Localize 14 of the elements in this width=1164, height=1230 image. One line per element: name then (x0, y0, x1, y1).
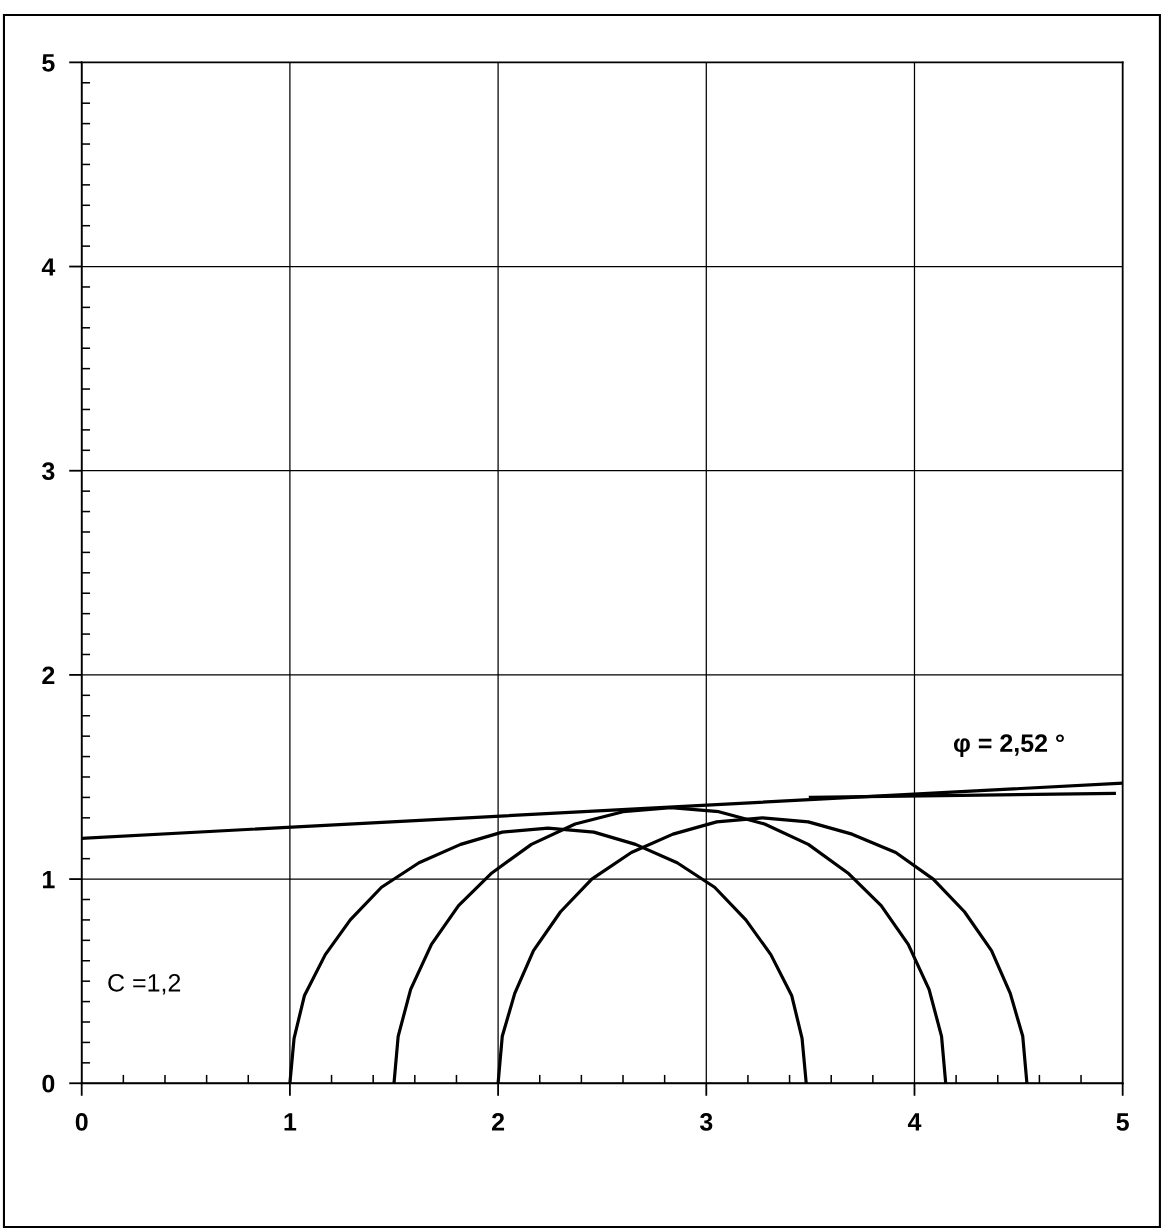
y-tick-label: 5 (42, 54, 55, 72)
x-tick-label: 0 (75, 1113, 88, 1131)
x-tick-label: 2 (492, 1113, 505, 1131)
x-tick-label: 4 (907, 1113, 922, 1131)
y-tick-label: 2 (42, 666, 55, 684)
x-tick-label: 3 (699, 1113, 713, 1131)
y-tick-label: 4 (41, 258, 56, 276)
y-tick-label: 0 (42, 1074, 55, 1093)
y-tick-label: 1 (43, 870, 55, 889)
x-tick-label: 1 (284, 1113, 297, 1131)
annotation: C =1,2 (108, 973, 181, 995)
x-tick-label: 5 (1116, 1113, 1129, 1131)
annotation: φ = 2,52 ° (953, 734, 1064, 757)
y-tick-label: 3 (42, 462, 55, 481)
